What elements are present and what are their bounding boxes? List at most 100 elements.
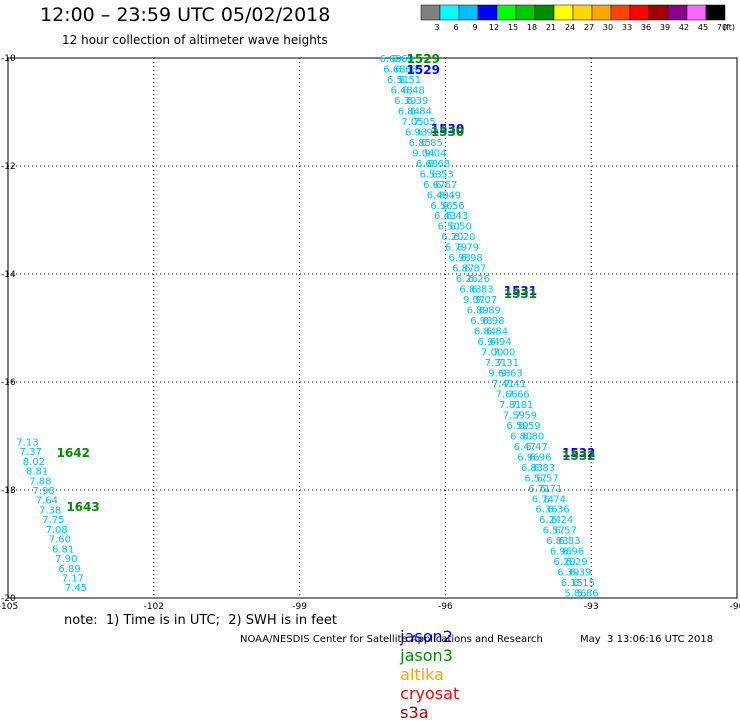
swh-value-label: 6.15 [561,578,583,589]
x-tick-label: -90 [730,602,740,612]
swh-value-label: 5.86 [576,589,598,600]
swh-value-label: 6.83 [521,463,543,474]
generated-timestamp: May 3 13:06:16 UTC 2018 [580,634,714,645]
swh-value-label: 7.41 [492,379,514,390]
scale-swatch [667,4,688,21]
satellite-legend: jason2 jason3 altika cryosat s3a [390,608,467,722]
swh-value-label: 6.53 [420,169,442,180]
scale-label: 33 [622,23,632,32]
swh-value-label: 6.81 [52,544,74,555]
y-tick-label: -10 [1,54,16,64]
scale-swatch [420,4,441,21]
plot-frame [7,57,738,599]
swh-value-label: 6.98 [482,316,504,327]
scale-swatch [591,4,612,21]
swh-value-label: 7.81 [511,400,533,411]
swh-value-label: 6.89 [479,306,501,317]
swh-value-label: 7.45 [65,583,87,594]
swh-value-label: 8.81 [26,467,48,478]
swh-value-label: 6.56 [442,201,464,212]
time-label: 1530 [431,122,464,136]
swh-value-label: 7.37 [20,447,42,458]
swh-value-label: 7.41 [504,379,526,390]
time-label: 1532 [562,446,595,460]
scale-label: 3 [434,23,439,32]
swh-value-label: 6.26 [456,274,478,285]
swh-value-label: 7.00 [481,348,503,359]
scale-swatch [496,4,517,21]
footer-credit: NOAA/NESDIS Center for Satellite Applica… [240,634,543,645]
swh-value-label: 7.13 [16,437,38,448]
swh-value-label: 6.43 [434,211,456,222]
swh-value-label: 6.79 [457,243,479,254]
swh-value-label: 6.84 [486,327,508,338]
swh-value-label: 6.83 [459,285,481,296]
swh-value-label: 6.68 [395,64,417,75]
swh-value-label: 7.60 [49,535,71,546]
swh-value-label: 6.36 [535,505,557,516]
swh-value-label: 7.66 [496,389,518,400]
swh-value-label: 7.38 [39,505,61,516]
swh-value-label: 6.98 [460,253,482,264]
scale-swatch [515,4,536,21]
swh-value-label: 7.88 [29,476,51,487]
swh-value-label: 6.24 [551,515,573,526]
scale-swatch [686,4,707,21]
swh-value-label: 7.90 [55,554,77,565]
wave-height-chart: -105-102-99-96-93-90-10-12-14-16-18-2036… [0,4,740,612]
swh-value-label: 6.84 [398,106,420,117]
swh-value-label: 7.31 [485,358,507,369]
x-tick-label: -99 [292,602,307,612]
swh-value-label: 6.47 [526,442,548,453]
swh-value-label: 6.80 [510,431,532,442]
swh-value-label: 6.94 [489,337,511,348]
swh-value-label: 7.98 [33,486,55,497]
swh-value-label: 7.08 [45,525,67,536]
swh-value-label: 6.67 [435,180,457,191]
swh-value-label: 6.94 [477,337,499,348]
swh-value-label: 6.93 [417,127,439,138]
swh-value-label: 6.84 [474,327,496,338]
swh-value-label: 7.05 [413,117,435,128]
scale-label: 42 [679,23,689,32]
scale-swatch [610,4,631,21]
swh-value-label: 7.31 [497,358,519,369]
chart-subtitle: 12 hour collection of altimeter wave hei… [62,33,328,47]
swh-value-label: 6.79 [445,243,467,254]
swh-value-label: 6.98 [448,253,470,264]
swh-value-label: 6.56 [430,201,452,212]
swh-value-label: 6.36 [547,505,569,516]
swh-value-label: 6.57 [555,526,577,537]
swh-value-label: 6.87 [464,264,486,275]
swh-value-label: 9.07 [463,295,485,306]
swh-value-label: 6.96 [517,452,539,463]
swh-value-label: 7.00 [493,348,515,359]
swh-value-label: 6.96 [550,547,572,558]
swh-value-label: 6.20 [453,232,475,243]
y-tick-label: -18 [1,486,16,496]
time-label: 1532 [562,449,595,463]
swh-value-label: 7.81 [499,400,521,411]
legend-cryosat: cryosat [400,684,460,703]
swh-value-label: 6.89 [467,306,489,317]
scale-swatch [648,4,669,21]
swh-value-label: 6.57 [543,526,565,537]
swh-value-label: 6.29 [553,557,575,568]
scale-swatch [534,4,555,21]
y-tick-label: -16 [1,378,16,388]
swh-value-label: 6.43 [446,211,468,222]
swh-value-label: 6.84 [410,106,432,117]
legend-s3a: s3a [400,703,429,722]
time-label: 1643 [66,500,99,514]
x-tick-label: -93 [584,602,599,612]
scale-label: 21 [546,23,556,32]
scale-label: 39 [660,23,670,32]
legend-jason3: jason3 [400,646,453,665]
y-tick-label: -14 [1,270,16,280]
swh-value-label: 6.68 [428,159,450,170]
swh-value-label: 6.89 [58,564,80,575]
swh-value-label: 6.59 [518,421,540,432]
scale-swatch [705,4,726,21]
scale-unit: (ft) [723,23,735,32]
swh-value-label: 6.29 [565,557,587,568]
